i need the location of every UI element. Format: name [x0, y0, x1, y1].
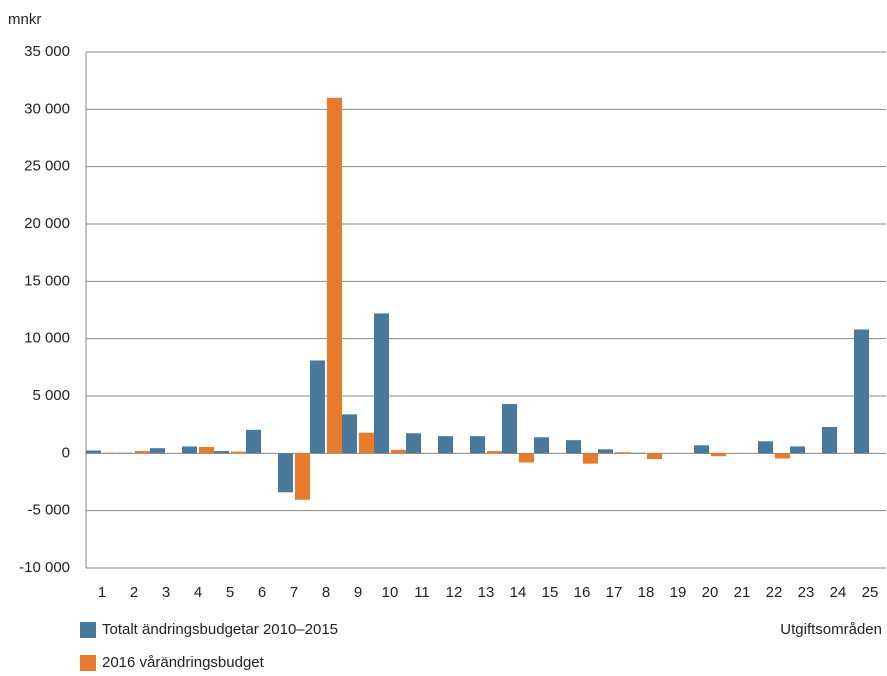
x-tick-label: 3 — [162, 584, 170, 601]
x-tick-label: 1 — [98, 584, 106, 601]
bar — [615, 452, 630, 454]
bar — [758, 441, 773, 454]
bar — [438, 436, 453, 454]
bar — [135, 451, 150, 454]
x-tick-label: 21 — [734, 584, 751, 601]
bar — [231, 451, 246, 454]
x-tick-label: 15 — [542, 584, 559, 601]
x-tick-label: 7 — [290, 584, 298, 601]
bar — [694, 445, 709, 454]
legend-swatch — [80, 655, 96, 671]
x-tick-label: 12 — [446, 584, 463, 601]
x-tick-label: 20 — [702, 584, 719, 601]
y-tick-label: 15 000 — [24, 272, 70, 289]
x-tick-label: 13 — [478, 584, 495, 601]
bar — [327, 97, 342, 454]
bar — [775, 453, 790, 459]
bar — [630, 452, 645, 454]
y-tick-label: 10 000 — [24, 330, 70, 347]
x-tick-label: 23 — [798, 584, 815, 601]
x-tick-label: 17 — [606, 584, 623, 601]
x-tick-label: 22 — [766, 584, 783, 601]
bar — [534, 437, 549, 454]
bar — [118, 452, 133, 454]
bar — [647, 453, 662, 460]
x-tick-label: 11 — [414, 584, 430, 601]
bar — [374, 313, 389, 454]
bar — [310, 360, 325, 454]
bar — [566, 440, 581, 454]
bar — [182, 446, 197, 454]
bar — [502, 404, 517, 454]
legend-swatch — [80, 622, 96, 638]
x-tick-label: 24 — [830, 584, 847, 601]
bar — [246, 429, 261, 454]
legend-label: 2016 vårändringsbudget — [102, 654, 265, 671]
x-tick-label: 18 — [638, 584, 655, 601]
y-tick-label: 25 000 — [24, 158, 70, 175]
x-tick-label: 25 — [862, 584, 879, 601]
x-tick-label: 14 — [510, 584, 527, 601]
bar — [598, 449, 613, 454]
bar — [519, 453, 534, 463]
bar — [711, 453, 726, 457]
x-tick-label: 10 — [382, 584, 399, 601]
bar — [199, 447, 214, 454]
legend-label: Totalt ändringsbudgetar 2010–2015 — [102, 621, 338, 638]
x-tick-label: 2 — [130, 584, 138, 601]
y-tick-label: -5 000 — [27, 502, 70, 519]
bar — [470, 436, 485, 454]
bar — [583, 453, 598, 464]
bar — [214, 451, 229, 454]
x-axis-label: Utgiftsområden — [780, 621, 882, 638]
bar — [278, 453, 293, 493]
bar — [295, 453, 310, 500]
bar — [487, 451, 502, 454]
y-tick-label: 35 000 — [24, 43, 70, 60]
x-tick-label: 8 — [322, 584, 330, 601]
x-tick-label: 4 — [194, 584, 202, 601]
bar — [822, 426, 837, 454]
bar — [150, 448, 165, 454]
x-tick-label: 16 — [574, 584, 591, 601]
y-tick-label: 30 000 — [24, 100, 70, 117]
y-tick-label: -10 000 — [19, 559, 70, 576]
x-tick-label: 5 — [226, 584, 234, 601]
bar — [406, 433, 421, 454]
bar — [103, 452, 118, 454]
y-axis-label: mnkr — [8, 11, 41, 28]
bar — [342, 414, 357, 454]
bar — [854, 329, 869, 454]
x-tick-label: 9 — [354, 584, 362, 601]
bar — [790, 446, 805, 454]
x-tick-label: 19 — [670, 584, 687, 601]
y-tick-label: 5 000 — [32, 387, 70, 404]
y-tick-label: 20 000 — [24, 215, 70, 232]
bar — [359, 432, 374, 454]
y-tick-label: 0 — [62, 444, 70, 461]
bar — [86, 450, 101, 454]
bar — [391, 449, 406, 454]
x-tick-label: 6 — [258, 584, 266, 601]
